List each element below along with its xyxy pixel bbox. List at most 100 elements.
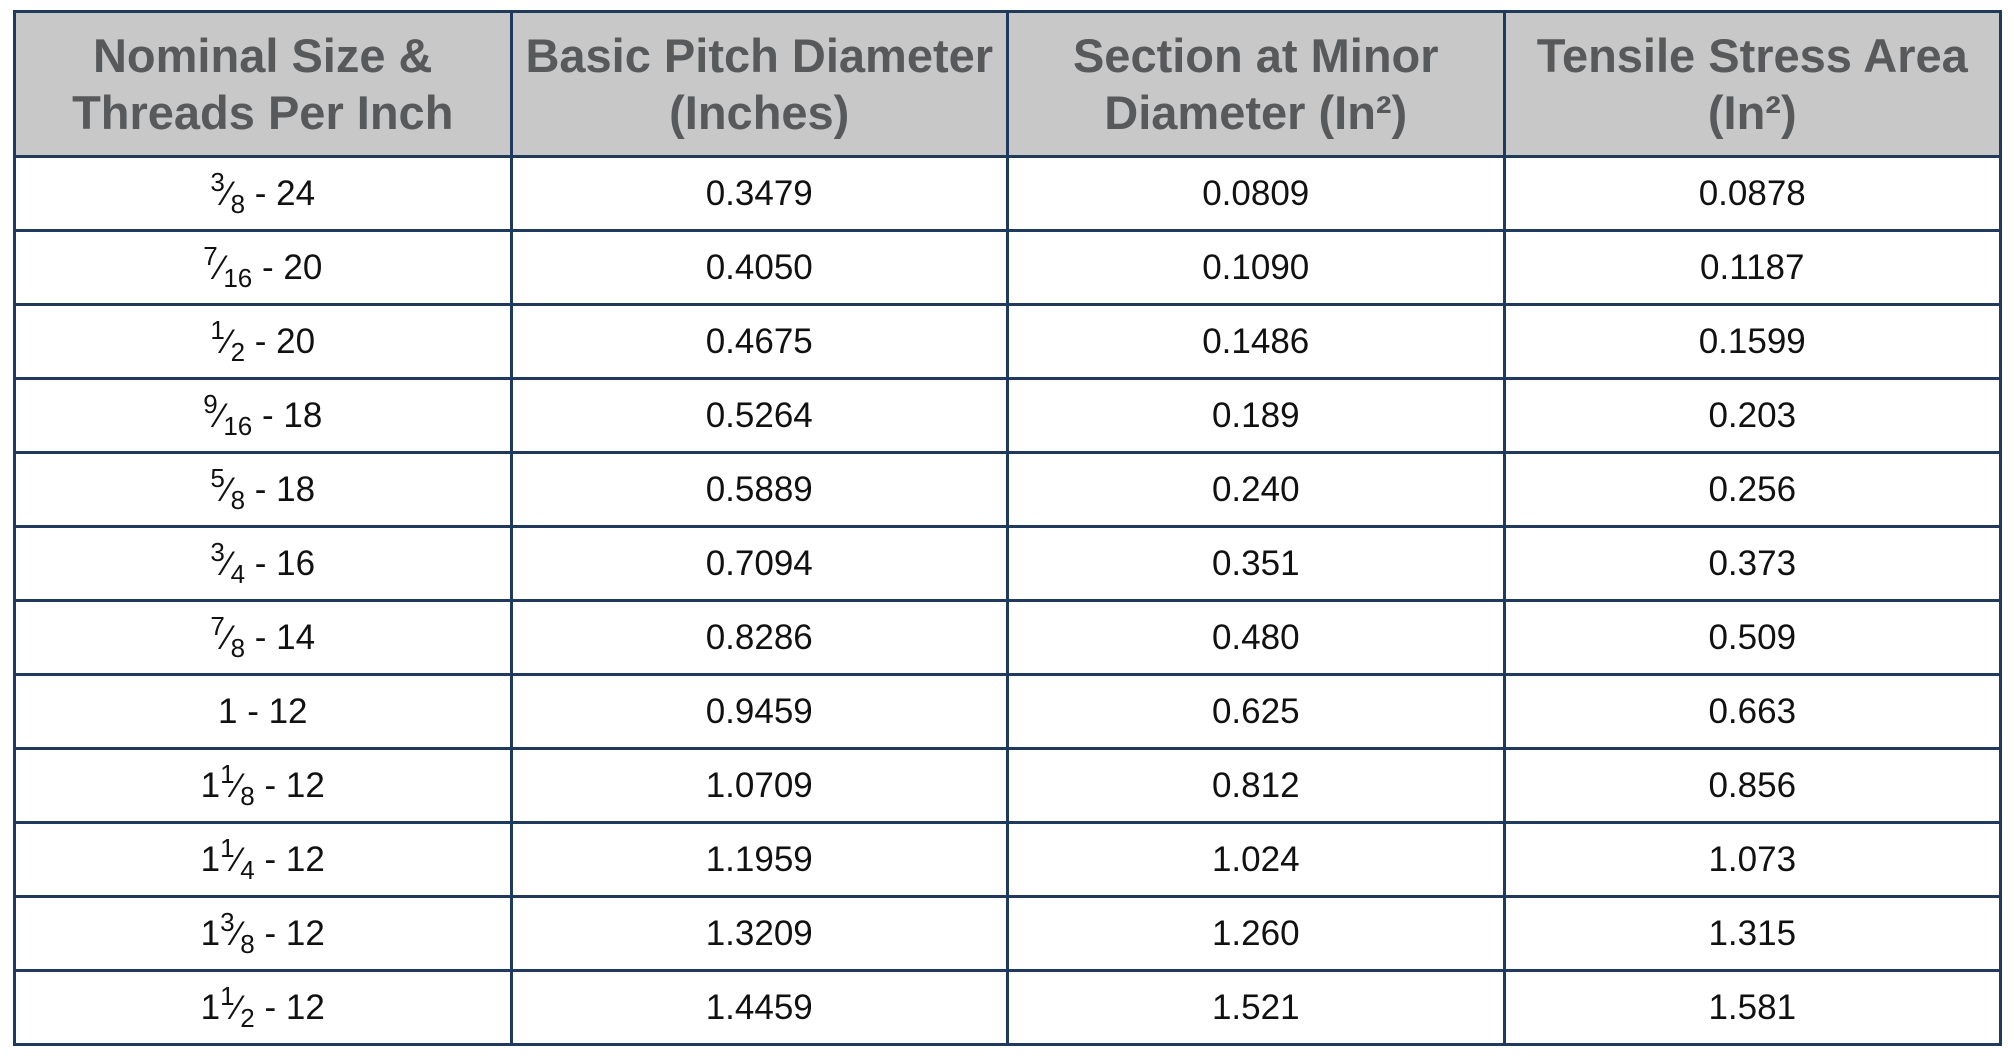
size-cell: 5⁄8 - 18 — [13, 451, 513, 528]
fraction-slash: ⁄ — [234, 914, 241, 953]
threads: - 20 — [254, 321, 316, 361]
denominator: 8 — [240, 780, 255, 811]
denominator: 16 — [223, 410, 253, 441]
size-cell: 11⁄2 - 12 — [13, 969, 513, 1046]
value-cell: 0.4050 — [509, 229, 1009, 306]
header-cell: Section at Minor Diameter (In²) — [1006, 10, 1506, 158]
value-cell: 1.0709 — [509, 747, 1009, 824]
value-cell: 0.5264 — [509, 377, 1009, 454]
fraction-slash: ⁄ — [224, 618, 231, 657]
threads: - 12 — [264, 913, 325, 953]
threads: - 12 — [247, 691, 308, 731]
table-row: 7⁄8 - 14 0.8286 0.480 0.509 — [13, 599, 2002, 676]
fraction-slash: ⁄ — [234, 766, 241, 805]
header-cell: Basic Pitch Diameter (Inches) — [509, 10, 1009, 158]
threads: - 16 — [254, 543, 316, 583]
value-cell: 1.315 — [1502, 895, 2002, 972]
value-cell: 0.3479 — [509, 155, 1009, 232]
size-cell: 13⁄8 - 12 — [13, 895, 513, 972]
value-cell: 0.8286 — [509, 599, 1009, 676]
numerator: 3 — [220, 906, 235, 937]
numerator: 1 — [210, 314, 225, 345]
denominator: 8 — [240, 928, 255, 959]
value-cell: 0.203 — [1502, 377, 2002, 454]
size-cell: 1 - 12 — [13, 673, 513, 750]
value-cell: 1.1959 — [509, 821, 1009, 898]
value-cell: 0.625 — [1006, 673, 1506, 750]
numerator: 3 — [210, 166, 225, 197]
fraction-slash: ⁄ — [224, 470, 231, 509]
table-row: 13⁄8 - 12 1.3209 1.260 1.315 — [13, 895, 2002, 972]
value-cell: 1.581 — [1502, 969, 2002, 1046]
whole-number: 1 — [200, 913, 221, 953]
numerator: 1 — [220, 980, 235, 1011]
threads: - 18 — [262, 395, 323, 435]
numerator: 7 — [203, 240, 218, 271]
header-cell: Nominal Size & Threads Per Inch — [13, 10, 513, 158]
value-cell: 0.256 — [1502, 451, 2002, 528]
value-cell: 0.5889 — [509, 451, 1009, 528]
numerator: 9 — [203, 388, 218, 419]
whole-number: 1 — [200, 765, 221, 805]
numerator: 3 — [210, 536, 225, 567]
table-body: 3⁄8 - 24 0.3479 0.0809 0.0878 7⁄16 - 20 0.405… — [13, 155, 2002, 1046]
whole-number: 1 — [217, 691, 238, 731]
value-cell: 0.9459 — [509, 673, 1009, 750]
denominator: 8 — [230, 632, 246, 663]
value-cell: 1.024 — [1006, 821, 1506, 898]
value-cell: 0.240 — [1006, 451, 1506, 528]
fraction-slash: ⁄ — [224, 322, 231, 361]
value-cell: 0.480 — [1006, 599, 1506, 676]
value-cell: 0.4675 — [509, 303, 1009, 380]
size-cell: 11⁄8 - 12 — [13, 747, 513, 824]
fraction-slash: ⁄ — [234, 840, 241, 879]
value-cell: 0.0878 — [1502, 155, 2002, 232]
header-row: Nominal Size & Threads Per Inch Basic Pit… — [13, 10, 2002, 158]
table-row: 3⁄8 - 24 0.3479 0.0809 0.0878 — [13, 155, 2002, 232]
size-cell: 9⁄16 - 18 — [13, 377, 513, 454]
value-cell: 0.351 — [1006, 525, 1506, 602]
threads: - 18 — [254, 469, 316, 509]
value-cell: 0.1187 — [1502, 229, 2002, 306]
size-cell: 11⁄4 - 12 — [13, 821, 513, 898]
value-cell: 0.0809 — [1006, 155, 1506, 232]
value-cell: 0.856 — [1502, 747, 2002, 824]
thread-table: Nominal Size & Threads Per Inch Basic Pit… — [13, 10, 2002, 1046]
value-cell: 1.073 — [1502, 821, 2002, 898]
size-cell: 3⁄8 - 24 — [13, 155, 513, 232]
value-cell: 0.7094 — [509, 525, 1009, 602]
threads: - 12 — [264, 765, 325, 805]
value-cell: 0.189 — [1006, 377, 1506, 454]
table-row: 11⁄2 - 12 1.4459 1.521 1.581 — [13, 969, 2002, 1046]
numerator: 7 — [210, 610, 225, 641]
value-cell: 0.663 — [1502, 673, 2002, 750]
table-row: 11⁄4 - 12 1.1959 1.024 1.073 — [13, 821, 2002, 898]
value-cell: 0.812 — [1006, 747, 1506, 824]
threads: - 14 — [254, 617, 316, 657]
threads: - 20 — [262, 247, 323, 287]
numerator: 1 — [220, 758, 235, 789]
value-cell: 0.509 — [1502, 599, 2002, 676]
denominator: 16 — [223, 262, 253, 293]
whole-number: 1 — [200, 987, 221, 1027]
threads: - 12 — [264, 839, 325, 879]
denominator: 4 — [230, 558, 246, 589]
value-cell: 0.1599 — [1502, 303, 2002, 380]
value-cell: 1.3209 — [509, 895, 1009, 972]
denominator: 8 — [230, 484, 246, 515]
size-cell: 3⁄4 - 16 — [13, 525, 513, 602]
fraction-slash: ⁄ — [224, 544, 231, 583]
table-row: 3⁄4 - 16 0.7094 0.351 0.373 — [13, 525, 2002, 602]
table-row: 1 - 12 0.9459 0.625 0.663 — [13, 673, 2002, 750]
table-row: 5⁄8 - 18 0.5889 0.240 0.256 — [13, 451, 2002, 528]
denominator: 8 — [230, 188, 246, 219]
value-cell: 0.1486 — [1006, 303, 1506, 380]
table-row: 7⁄16 - 20 0.4050 0.1090 0.1187 — [13, 229, 2002, 306]
value-cell: 1.4459 — [509, 969, 1009, 1046]
header-cell: Tensile Stress Area (In²) — [1502, 10, 2002, 158]
fraction-slash: ⁄ — [217, 248, 224, 287]
size-cell: 1⁄2 - 20 — [13, 303, 513, 380]
threads: - 24 — [254, 173, 316, 213]
size-cell: 7⁄16 - 20 — [13, 229, 513, 306]
